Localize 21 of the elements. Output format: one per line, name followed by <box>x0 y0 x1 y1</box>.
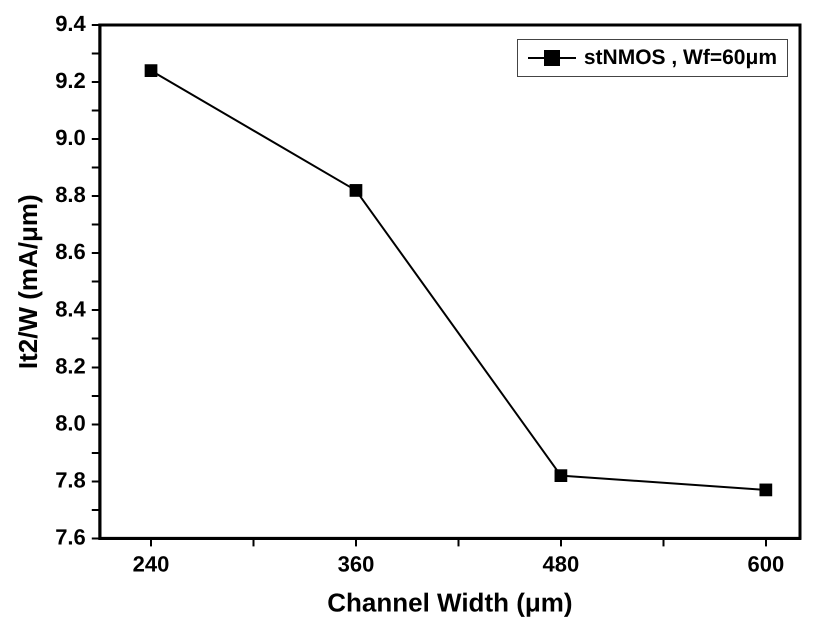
x-tick-label: 480 <box>542 552 580 577</box>
y-tick-label: 7.8 <box>55 467 86 492</box>
y-tick-label: 7.6 <box>55 524 86 550</box>
x-tick-label: 360 <box>338 552 374 577</box>
legend-label: stNMOS , Wf=60μm <box>584 46 777 70</box>
x-tick-label: 240 <box>132 552 170 577</box>
y-tick-label: 9.0 <box>55 125 86 150</box>
point <box>144 64 158 77</box>
point <box>350 184 362 197</box>
y-tick-label: 8.6 <box>55 239 86 264</box>
y-tick-label: 9.2 <box>55 68 86 94</box>
point <box>554 469 568 482</box>
y-tick-label: 8.8 <box>55 182 86 208</box>
y-tick-label: 8.2 <box>55 353 86 378</box>
point <box>759 484 772 496</box>
y-tick-label: 9.4 <box>55 11 87 36</box>
x-tick-label: 600 <box>747 552 784 577</box>
y-tick-label: 8.4 <box>55 296 87 322</box>
y-axis-title: It2/W (mA/μm) <box>12 194 43 370</box>
y-tick-label: 8.0 <box>55 410 86 436</box>
x-axis-title: Channel Width (μm) <box>327 588 573 618</box>
